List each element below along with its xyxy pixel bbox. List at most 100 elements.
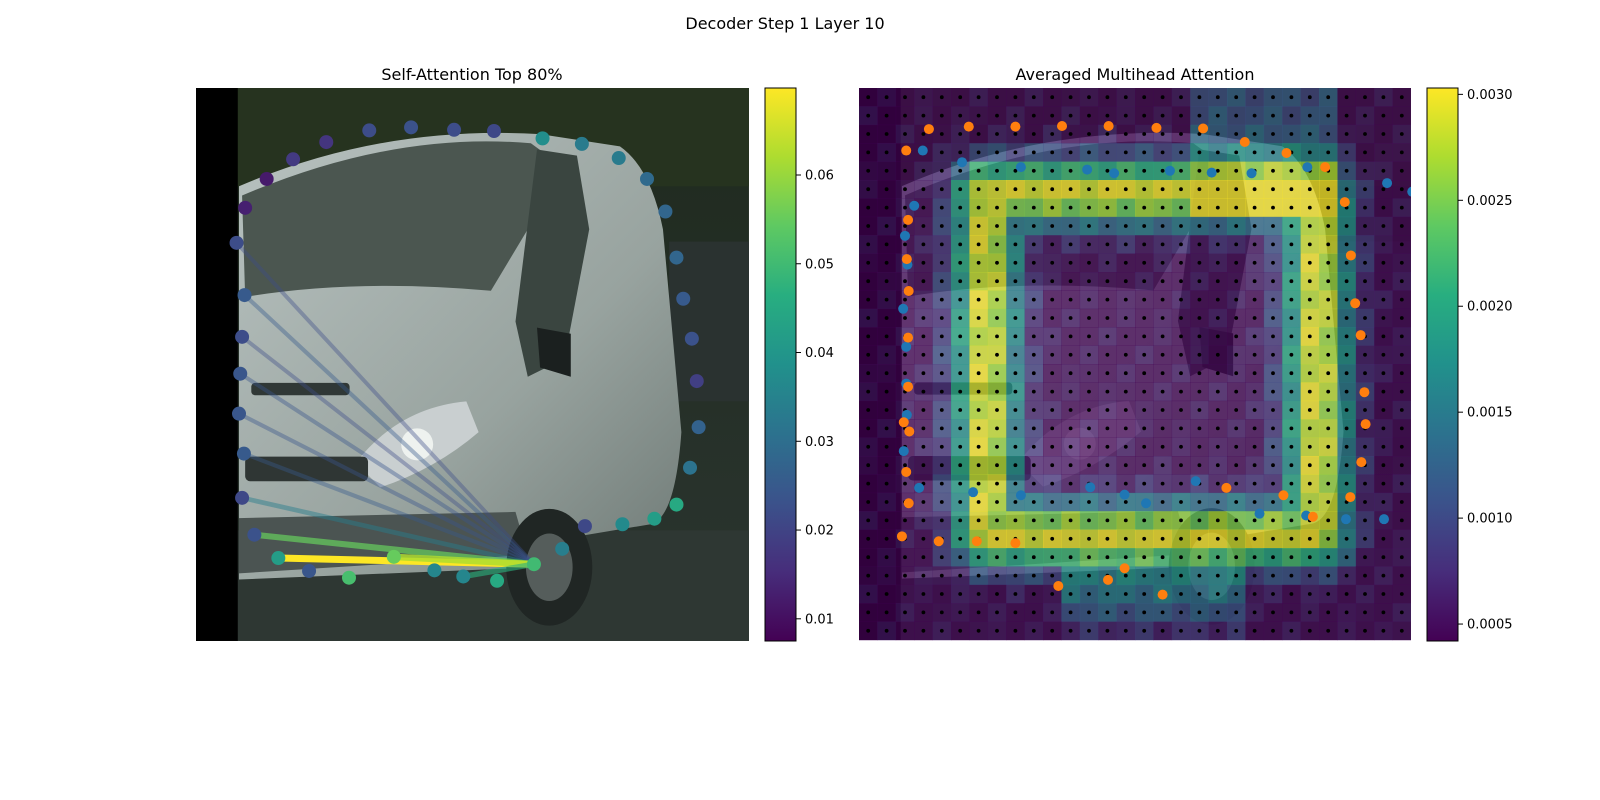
grid-dot xyxy=(884,628,889,633)
grid-dot xyxy=(1215,371,1220,376)
grid-dot xyxy=(921,408,926,412)
grid-dot xyxy=(866,463,871,468)
grid-dot xyxy=(1050,316,1055,320)
grid-dot xyxy=(1307,242,1312,247)
grid-dot xyxy=(884,463,889,468)
grid-dot xyxy=(1381,352,1386,357)
grid-dot xyxy=(1307,408,1312,412)
grid-dot xyxy=(1068,481,1073,486)
grid-dot xyxy=(884,610,889,615)
grid-dot xyxy=(1234,260,1239,265)
grid-dot xyxy=(1105,95,1110,100)
reference-point-orange-21 xyxy=(1221,482,1232,493)
grid-dot xyxy=(866,260,871,265)
grid-dot xyxy=(1197,426,1202,431)
grid-dot xyxy=(866,592,871,596)
grid-dot xyxy=(1252,316,1257,320)
grid-dot xyxy=(1289,334,1294,339)
grid-dot xyxy=(1197,224,1202,228)
grid-dot xyxy=(958,555,963,560)
grid-dot xyxy=(1197,371,1202,376)
grid-dot xyxy=(1068,573,1073,578)
grid-dot xyxy=(1050,113,1055,118)
grid-dot xyxy=(1234,573,1239,578)
reference-point-blue-3 xyxy=(1082,164,1093,175)
reference-point-orange-19 xyxy=(1307,511,1318,522)
grid-dot xyxy=(1050,242,1055,247)
grid-dot xyxy=(1326,518,1331,523)
grid-dot xyxy=(1105,132,1110,136)
grid-dot xyxy=(1013,334,1018,339)
grid-dot xyxy=(1381,187,1386,192)
grid-dot xyxy=(1050,150,1055,155)
grid-dot xyxy=(1252,389,1257,394)
grid-dot xyxy=(884,242,889,247)
grid-dot xyxy=(976,555,981,560)
grid-dot xyxy=(1326,389,1331,394)
grid-dot xyxy=(939,168,944,173)
grid-dot xyxy=(958,518,963,523)
grid-dot xyxy=(995,610,999,615)
grid-dot xyxy=(1123,610,1128,615)
grid-dot xyxy=(1123,242,1128,247)
grid-dot xyxy=(1050,481,1055,486)
grid-dot xyxy=(1271,334,1275,339)
grid-dot xyxy=(921,297,926,302)
grid-dot xyxy=(1105,352,1110,357)
grid-dot xyxy=(1381,279,1386,284)
grid-dot xyxy=(995,260,999,265)
grid-dot xyxy=(866,481,871,486)
grid-dot xyxy=(1179,536,1183,541)
grid-dot xyxy=(1363,408,1367,412)
grid-dot xyxy=(1068,371,1073,376)
grid-dot xyxy=(1013,150,1018,155)
grid-dot xyxy=(976,316,981,320)
grid-dot xyxy=(1142,205,1147,210)
grid-dot xyxy=(1381,628,1386,633)
grid-dot xyxy=(976,205,981,210)
grid-dot xyxy=(866,334,871,339)
grid-dot xyxy=(939,592,944,596)
grid-dot xyxy=(1013,463,1018,468)
grid-dot xyxy=(1197,628,1202,633)
grid-dot xyxy=(1381,573,1386,578)
grid-dot xyxy=(1381,242,1386,247)
grid-dot xyxy=(1344,573,1349,578)
grid-dot xyxy=(1068,536,1073,541)
grid-dot xyxy=(921,352,926,357)
right-panel-title: Averaged Multihead Attention xyxy=(1016,65,1255,84)
grid-dot xyxy=(1031,334,1036,339)
grid-dot xyxy=(1399,205,1404,210)
grid-dot xyxy=(1050,168,1055,173)
grid-dot xyxy=(1289,573,1294,578)
grid-dot xyxy=(1363,150,1367,155)
reference-point-orange-16 xyxy=(1360,419,1371,430)
grid-dot xyxy=(1160,279,1165,284)
grid-dot xyxy=(1013,316,1018,320)
reference-point-blue-8 xyxy=(1302,162,1313,173)
grid-dot xyxy=(995,168,999,173)
grid-dot xyxy=(1123,334,1128,339)
grid-dot xyxy=(976,610,981,615)
grid-dot xyxy=(995,205,999,210)
grid-dot xyxy=(1344,95,1349,100)
grid-dot xyxy=(939,463,944,468)
grid-dot xyxy=(958,150,963,155)
grid-dot xyxy=(995,500,999,504)
grid-dot xyxy=(1399,187,1404,192)
grid-dot xyxy=(1252,113,1257,118)
grid-dot xyxy=(1215,132,1220,136)
grid-dot xyxy=(1197,389,1202,394)
reference-point-orange-6 xyxy=(1151,122,1162,133)
grid-dot xyxy=(1068,426,1073,431)
attention-point-18 xyxy=(691,420,706,435)
grid-dot xyxy=(1289,260,1294,265)
grid-dot xyxy=(921,205,926,210)
grid-dot xyxy=(1068,150,1073,155)
grid-dot xyxy=(1307,95,1312,100)
attention-point-38 xyxy=(235,329,250,344)
attention-point-6 xyxy=(404,120,419,135)
grid-dot xyxy=(1050,536,1055,541)
grid-dot xyxy=(1326,536,1331,541)
grid-dot xyxy=(939,371,944,376)
